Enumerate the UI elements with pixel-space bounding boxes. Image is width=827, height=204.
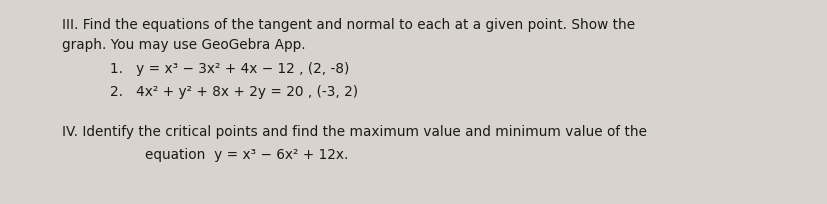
- Text: equation  y = x³ − 6x² + 12x.: equation y = x³ − 6x² + 12x.: [145, 147, 348, 161]
- Text: graph. You may use GeoGebra App.: graph. You may use GeoGebra App.: [62, 38, 305, 52]
- Text: 1.   y = x³ − 3x² + 4x − 12 , (2, -8): 1. y = x³ − 3x² + 4x − 12 , (2, -8): [110, 62, 349, 76]
- Text: IV. Identify the critical points and find the maximum value and minimum value of: IV. Identify the critical points and fin…: [62, 124, 646, 138]
- Text: 2.   4x² + y² + 8x + 2y = 20 , (-3, 2): 2. 4x² + y² + 8x + 2y = 20 , (-3, 2): [110, 85, 358, 99]
- Text: III. Find the equations of the tangent and normal to each at a given point. Show: III. Find the equations of the tangent a…: [62, 18, 634, 32]
